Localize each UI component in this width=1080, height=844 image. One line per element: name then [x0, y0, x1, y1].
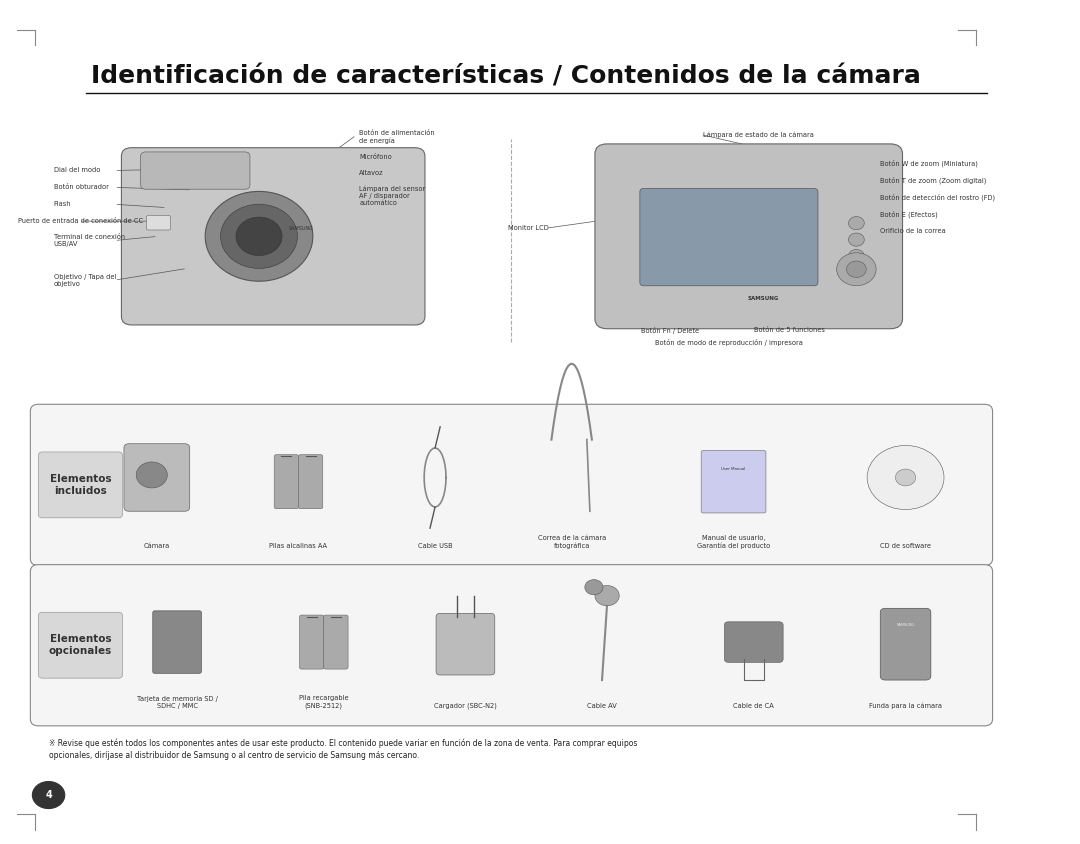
Text: Cámara: Cámara [144, 543, 170, 549]
Text: Elementos
opcionales: Elementos opcionales [49, 634, 112, 657]
Text: Cargador (SBC-N2): Cargador (SBC-N2) [434, 702, 497, 709]
FancyBboxPatch shape [701, 451, 766, 513]
Text: Botón de detección del rostro (FD): Botón de detección del rostro (FD) [880, 194, 996, 201]
FancyBboxPatch shape [298, 455, 323, 509]
FancyBboxPatch shape [30, 404, 993, 565]
FancyBboxPatch shape [436, 614, 495, 675]
Circle shape [867, 446, 944, 510]
Circle shape [220, 204, 297, 268]
FancyBboxPatch shape [124, 444, 190, 511]
FancyBboxPatch shape [152, 611, 201, 674]
Text: Identificación de características / Contenidos de la cámara: Identificación de características / Cont… [91, 65, 921, 89]
Circle shape [595, 586, 619, 606]
FancyBboxPatch shape [121, 148, 424, 325]
Text: Botón E (Efectos): Botón E (Efectos) [880, 211, 939, 218]
Text: CD de software: CD de software [880, 543, 931, 549]
Text: Manual de usuario,
Garantía del producto: Manual de usuario, Garantía del producto [697, 535, 770, 549]
Circle shape [895, 469, 916, 486]
Text: Elementos
incluidos: Elementos incluidos [50, 473, 111, 496]
Circle shape [205, 192, 313, 281]
Text: Altavoz: Altavoz [360, 170, 383, 176]
Text: Terminal de conexión
USB/AV: Terminal de conexión USB/AV [54, 234, 125, 247]
Text: Pila recargable
(SNB-2512): Pila recargable (SNB-2512) [299, 695, 349, 709]
FancyBboxPatch shape [880, 609, 931, 680]
Text: Botón de alimentación
de energía: Botón de alimentación de energía [360, 130, 435, 143]
Text: 4: 4 [45, 790, 52, 800]
Text: Cable USB: Cable USB [418, 543, 453, 549]
Text: User Manual: User Manual [721, 467, 745, 471]
Text: ※ Revise que estén todos los componentes antes de usar este producto. El conteni: ※ Revise que estén todos los componentes… [49, 738, 637, 760]
Text: Botón de modo de reproducción / impresora: Botón de modo de reproducción / impresor… [654, 339, 802, 346]
Text: Botón W de zoom (Miniatura): Botón W de zoom (Miniatura) [880, 160, 978, 167]
Text: SAMSUNG: SAMSUNG [896, 623, 915, 627]
Text: Lámpara de estado de la cámara: Lámpara de estado de la cámara [703, 132, 814, 138]
Circle shape [136, 462, 167, 488]
Text: Funda para la cámara: Funda para la cámara [869, 702, 942, 709]
FancyBboxPatch shape [595, 144, 903, 329]
FancyBboxPatch shape [147, 215, 171, 230]
Text: Orificio de la correa: Orificio de la correa [880, 228, 946, 235]
FancyBboxPatch shape [39, 452, 122, 517]
Text: Objetivo / Tapa del
objetivo: Objetivo / Tapa del objetivo [54, 273, 116, 287]
Circle shape [849, 233, 864, 246]
Text: SAMSUNG: SAMSUNG [747, 296, 779, 301]
Circle shape [837, 253, 876, 285]
Text: Micrófono: Micrófono [360, 154, 392, 160]
FancyBboxPatch shape [725, 622, 783, 663]
Text: Flash: Flash [54, 201, 71, 208]
FancyBboxPatch shape [274, 455, 298, 509]
FancyBboxPatch shape [299, 615, 324, 669]
FancyBboxPatch shape [324, 615, 348, 669]
FancyBboxPatch shape [39, 613, 122, 679]
Text: Tarjeta de memoria SD /
SDHC / MMC: Tarjeta de memoria SD / SDHC / MMC [137, 696, 217, 709]
FancyBboxPatch shape [639, 188, 818, 286]
Text: Lámpara del sensor
AF / disparador
automático: Lámpara del sensor AF / disparador autom… [360, 186, 426, 206]
Text: Cable AV: Cable AV [588, 703, 617, 709]
Text: Botón de 5 funciones: Botón de 5 funciones [754, 327, 825, 333]
Circle shape [849, 250, 864, 262]
Text: Botón Fn / Delete: Botón Fn / Delete [640, 327, 699, 333]
Text: Botón T de zoom (Zoom digital): Botón T de zoom (Zoom digital) [880, 177, 987, 184]
FancyBboxPatch shape [30, 565, 993, 726]
Circle shape [847, 261, 866, 278]
Circle shape [32, 782, 65, 809]
Text: Cable de CA: Cable de CA [733, 703, 774, 709]
Text: Correa de la cámara
fotográfica: Correa de la cámara fotográfica [538, 535, 606, 549]
Text: Puerto de entrada de conexión de CC: Puerto de entrada de conexión de CC [18, 218, 144, 225]
Text: Pilas alcalinas AA: Pilas alcalinas AA [270, 543, 327, 549]
Circle shape [235, 217, 282, 256]
Circle shape [584, 580, 603, 595]
Text: Dial del modo: Dial del modo [54, 167, 100, 174]
FancyBboxPatch shape [140, 152, 249, 189]
Text: Botón obturador: Botón obturador [54, 184, 108, 191]
Text: SAMSUNG: SAMSUNG [289, 226, 314, 230]
Text: Monitor LCD: Monitor LCD [508, 225, 549, 231]
Circle shape [849, 217, 864, 230]
